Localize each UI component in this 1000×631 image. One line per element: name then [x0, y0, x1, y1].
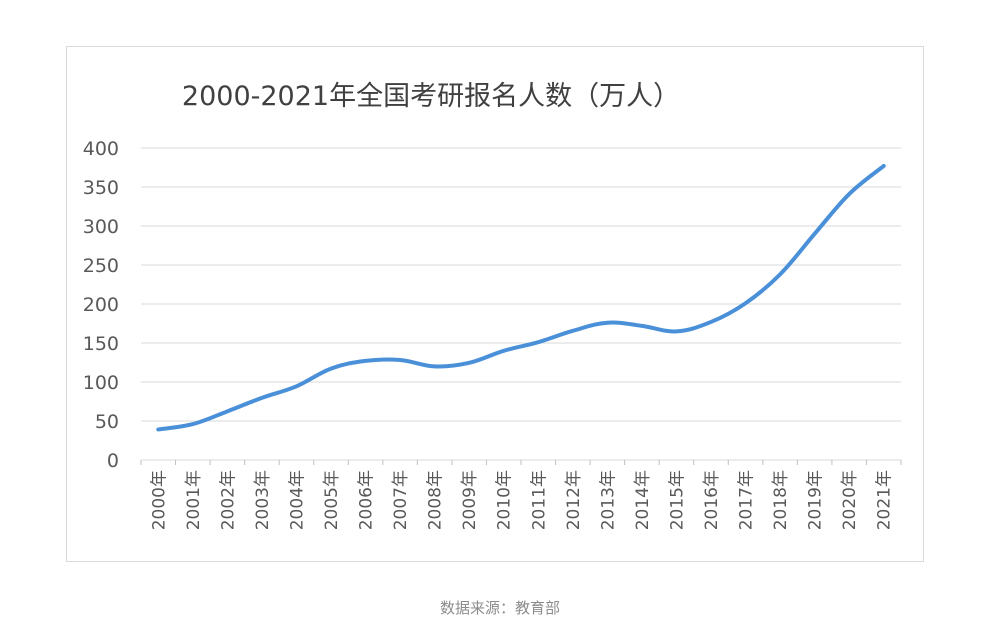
x-tick-label-5: 2005年 [322, 470, 342, 530]
x-tick-label-17: 2017年 [737, 470, 757, 530]
x-tick-label-20: 2020年 [840, 470, 860, 530]
y-tick-label-350: 350 [83, 177, 119, 199]
line-chart: 2000-2021年全国考研报名人数（万人） 0 50 100 150 200 250 300… [83, 81, 902, 530]
x-tick-label-12: 2012年 [564, 470, 584, 530]
y-tick-label-250: 250 [83, 255, 119, 277]
x-tick-label-15: 2015年 [667, 470, 687, 530]
y-tick-label-150: 150 [83, 333, 119, 355]
x-tick-label-7: 2007年 [391, 470, 411, 530]
x-tick-label-6: 2006年 [357, 470, 377, 530]
x-tick-label-4: 2004年 [287, 470, 307, 530]
x-tick-label-3: 2003年 [253, 470, 273, 530]
x-tick-label-2: 2002年 [218, 470, 238, 530]
y-tick-label-50: 50 [95, 411, 119, 433]
y-tick-label-100: 100 [83, 372, 119, 394]
x-tick-label-13: 2013年 [598, 470, 618, 530]
x-tick-label-9: 2009年 [460, 470, 480, 530]
x-tick-label-10: 2010年 [495, 470, 515, 530]
x-tick-label-1: 2001年 [184, 470, 204, 530]
source-note: 数据来源：教育部 [439, 599, 560, 617]
x-tick-label-19: 2019年 [806, 470, 826, 530]
y-tick-label-400: 400 [83, 138, 119, 160]
y-tick-label-300: 300 [83, 216, 119, 238]
x-tick-label-14: 2014年 [633, 470, 653, 530]
x-tick-label-18: 2018年 [771, 470, 791, 530]
x-tick-label-8: 2008年 [426, 470, 446, 530]
x-tick-label-0: 2000年 [149, 470, 169, 530]
x-tick-label-16: 2016年 [702, 470, 722, 530]
chart-title: 2000-2021年全国考研报名人数（万人） [182, 81, 680, 112]
x-tick-label-21: 2021年 [875, 470, 895, 530]
y-tick-label-200: 200 [83, 294, 119, 316]
y-tick-label-0: 0 [107, 450, 119, 472]
series-line [156, 163, 886, 432]
x-tick-label-11: 2011年 [529, 470, 549, 530]
chart-frame: 2000-2021年全国考研报名人数（万人） 0 50 100 150 200 250 300… [66, 46, 924, 562]
